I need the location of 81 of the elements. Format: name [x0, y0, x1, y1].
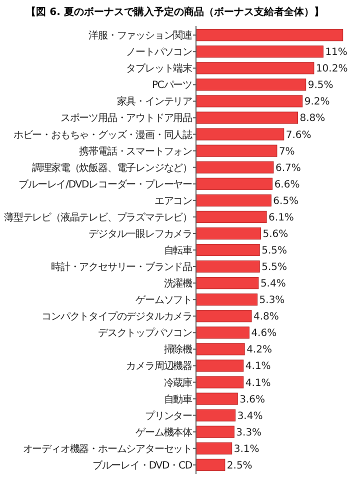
- bar: [196, 360, 244, 372]
- y-tick-label: ホビー・おもちゃ・グッズ・漫画・同人誌: [13, 128, 193, 141]
- data-label: 3.4%: [237, 410, 263, 422]
- data-label: 7.6%: [286, 130, 312, 141]
- y-tick-label: ゲーム機本体: [136, 426, 193, 438]
- y-tick-label: プリンター: [144, 410, 193, 422]
- bar: [196, 326, 250, 339]
- data-label: 5.5%: [262, 246, 287, 256]
- bar: [196, 458, 226, 471]
- data-label: 3.6%: [240, 394, 266, 406]
- bar: [196, 128, 284, 140]
- y-tick-label: ノートパソコン: [126, 47, 193, 58]
- y-tick-label: デジタル一眼レフカメラ: [88, 228, 192, 240]
- y-tick-label: コンパクトタイプのデジタルカメラ: [42, 310, 192, 323]
- bar: [196, 29, 344, 42]
- data-label: 4.8%: [254, 312, 279, 323]
- bar: [196, 78, 306, 91]
- data-label: 5.3%: [259, 295, 285, 306]
- y-tick-label: 洋服・ファッション関連: [88, 30, 193, 42]
- bar: [196, 244, 260, 256]
- bar: [196, 426, 234, 438]
- chart-title: 【図 6. 夏のボーナスで購入予定の商品（ボーナス支給者全体）】: [26, 6, 324, 18]
- data-label: 7%: [278, 146, 295, 158]
- data-label: 6.1%: [268, 212, 294, 224]
- y-tick-label: 冷蔵庫: [164, 376, 193, 389]
- data-label: 9.5%: [308, 80, 334, 92]
- y-tick-label: 時計・アクセサリー・ブランド品: [50, 261, 193, 274]
- y-tick-label: 調理家電（炊飯器、電子レンジなど）: [32, 162, 192, 174]
- y-tick-label: カメラ周辺機器: [126, 360, 193, 372]
- bar: [196, 210, 267, 223]
- y-tick-label: 自動車: [164, 393, 193, 406]
- y-tick-label: ブルーレイ/DVDレコーダー・プレーヤー: [18, 178, 193, 190]
- data-label: 4.6%: [251, 328, 277, 340]
- data-label: 4.2%: [246, 344, 272, 356]
- y-tick-label: ブルーレイ・DVD・CD: [92, 459, 193, 472]
- bar: [196, 46, 324, 58]
- data-label: 2.5%: [226, 460, 252, 472]
- y-tick-label: 薄型テレビ（液晶テレビ、プラズマテレビ）: [4, 211, 192, 224]
- data-label: 10.2%: [316, 64, 348, 75]
- data-label: 8.8%: [300, 113, 326, 124]
- bar: [196, 144, 278, 157]
- data-label: 3.3%: [236, 427, 262, 438]
- data-label: 5.5%: [262, 262, 287, 274]
- y-tick-label: ゲームソフト: [136, 295, 192, 306]
- bar: [196, 178, 273, 190]
- data-label: 4.1%: [245, 378, 271, 389]
- y-tick-label: 洗濯機: [164, 278, 193, 290]
- data-label: 6.6%: [274, 179, 300, 190]
- y-tick-label: オーディオ機器・ホームシアターセット: [22, 442, 192, 455]
- data-label: 9.2%: [304, 96, 330, 108]
- y-tick-label: 自転車: [164, 244, 193, 256]
- bar: [196, 294, 258, 306]
- y-tick-label: エアコン: [154, 196, 193, 207]
- data-label: 3.1%: [234, 444, 260, 455]
- bar: [196, 112, 298, 124]
- bar: [196, 161, 274, 174]
- y-tick-label: タブレット端末: [126, 62, 193, 75]
- data-label: 6.7%: [275, 162, 301, 174]
- data-label: 4.1%: [245, 361, 271, 372]
- bar: [196, 277, 259, 290]
- bar: [196, 194, 272, 206]
- y-tick-label: 携帯電話・スマートフォン: [79, 145, 193, 158]
- data-label: 5.6%: [262, 228, 288, 240]
- bar: [196, 260, 260, 273]
- bar: [196, 442, 232, 454]
- data-label: 6.5%: [273, 196, 299, 207]
- y-tick-label: 家具・インテリア: [116, 96, 193, 108]
- bar: [196, 95, 303, 108]
- bar: [196, 227, 261, 240]
- y-tick-label: 掃除機: [164, 344, 193, 356]
- bar: [196, 409, 236, 422]
- bar: [196, 376, 244, 388]
- y-tick-label: デスクトップパソコン: [98, 327, 193, 340]
- bar: [196, 343, 245, 356]
- bar: [196, 62, 314, 74]
- bar: [196, 392, 238, 405]
- y-tick-label: スポーツ用品・アウトドア用品: [60, 113, 193, 124]
- bar: [196, 310, 252, 322]
- y-tick-label: PCパーツ: [152, 80, 192, 92]
- data-label: 11%: [325, 47, 348, 58]
- data-label: 5.4%: [260, 278, 286, 290]
